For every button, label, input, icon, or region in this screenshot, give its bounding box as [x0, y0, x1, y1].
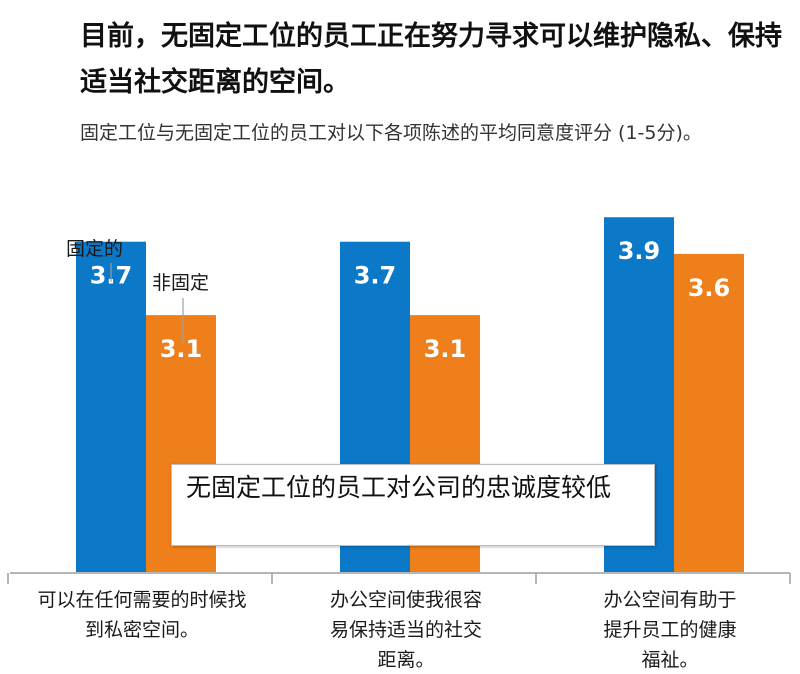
bar-value-label: 3.1	[160, 335, 203, 363]
category-label: 距离。	[377, 649, 434, 671]
category-label: 办公空间有助于	[603, 589, 736, 611]
bar-value-label: 3.7	[354, 262, 397, 290]
category-label: 可以在任何需要的时候找	[37, 589, 246, 611]
chart-subtitle: 固定工位与无固定工位的员工对以下各项陈述的平均同意度评分 (1-5分)。	[80, 122, 702, 144]
bar-fixed-1	[76, 241, 146, 572]
category-label: 易保持适当的社交	[330, 619, 482, 641]
bar-value-label: 3.9	[618, 237, 661, 265]
category-label: 提升员工的健康	[603, 619, 736, 641]
legend-label-nonfixed: 非固定	[152, 272, 209, 294]
category-label: 福祉。	[641, 649, 698, 671]
category-label: 办公空间使我很容	[330, 589, 482, 611]
bar-value-label: 3.6	[688, 274, 731, 302]
legend-label-fixed: 固定的	[66, 238, 123, 260]
bar-value-label: 3.1	[424, 335, 467, 363]
annotation-box: 无固定工位的员工对公司的忠诚度较低	[171, 464, 655, 546]
chart-title: 目前，无固定工位的员工正在努力寻求可以维护隐私、保持适当社交距离的空间。	[80, 21, 782, 98]
bar-nonfixed-3	[674, 253, 744, 572]
category-label: 到私密空间。	[85, 619, 199, 641]
